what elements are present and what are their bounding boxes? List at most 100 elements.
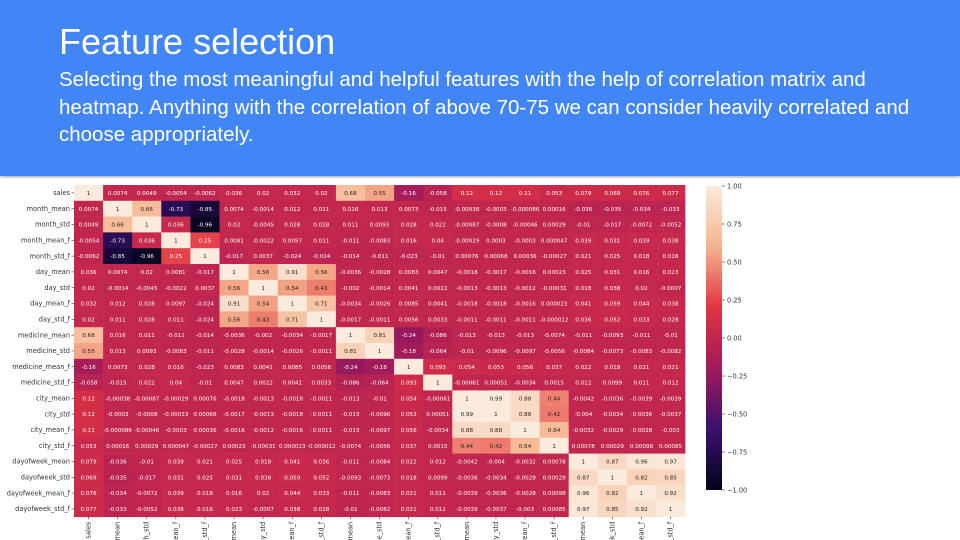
heatmap-cell (481, 279, 511, 296)
heatmap-cell (132, 232, 162, 249)
heatmap-cell-value: 0.054 (459, 365, 475, 371)
heatmap-cell (306, 327, 337, 344)
heatmap-cell-value: 0.0073 (108, 365, 128, 371)
heatmap-cell-value: 1 (116, 207, 120, 213)
heatmap-cell-value: -0.0054 (165, 191, 187, 197)
heatmap-cell (103, 216, 133, 233)
heatmap-cell (365, 453, 395, 470)
heatmap-cell-value: 0.0049 (137, 191, 157, 197)
heatmap-cell-value: 0.0074 (108, 191, 128, 197)
heatmap-cell-value: -0.0036 (485, 491, 507, 497)
heatmap-cell-value: 0.00076 (455, 254, 479, 260)
heatmap-cell (74, 185, 104, 202)
heatmap-cell (248, 248, 278, 265)
heatmap-cell-value: -0.00046 (134, 428, 160, 434)
heatmap-cell-value: 0.00068 (484, 254, 508, 260)
heatmap-cell (74, 311, 104, 328)
heatmap-cell-value: 0.0041 (428, 302, 448, 308)
heatmap-cell-value: -0.0096 (369, 412, 391, 418)
heatmap-cell-value: 0.011 (168, 317, 184, 323)
heatmap-cell-value: 0.68 (344, 191, 357, 197)
heatmap-cell-value: -0.0039 (456, 491, 478, 497)
heatmap-cell (161, 232, 191, 249)
heatmap-cell (103, 374, 133, 391)
heatmap-cell (656, 422, 686, 439)
heatmap-cell (597, 311, 628, 328)
heatmap-cell (161, 406, 191, 423)
row-label: medicine_std_f (21, 379, 71, 387)
heatmap-cell-value: -0.00033 (163, 412, 189, 418)
heatmap-cell (597, 422, 628, 439)
heatmap-cell-value: 0.97 (664, 460, 677, 466)
heatmap-cell-value: 0.0099 (603, 381, 623, 387)
heatmap-cell-value: 0.076 (633, 191, 649, 197)
heatmap-cell (568, 469, 599, 486)
heatmap-cell (365, 279, 395, 296)
heatmap-cell (277, 437, 308, 454)
heatmap-cell-value: 0.036 (168, 223, 184, 229)
heatmap-cell-value: -0.011 (341, 491, 359, 497)
heatmap-cell (568, 453, 599, 470)
heatmap-cell-value: 0.00036 (193, 428, 217, 434)
heatmap-cell (597, 232, 628, 249)
correlation-heatmap-figure: 1 0.0074 0.0049 -0.0054 -0.0062 0.036 0.02 0.03… (0, 178, 960, 540)
heatmap-cell (597, 185, 628, 202)
heatmap-cell (510, 485, 540, 502)
heatmap-cell (626, 185, 657, 202)
heatmap-cell-value: 0.022 (401, 460, 417, 466)
heatmap-cell (510, 453, 540, 470)
heatmap-cell-value: 0.013 (110, 349, 126, 355)
heatmap-cell (626, 343, 657, 360)
heatmap-cell (335, 437, 366, 454)
heatmap-cell-value: 0.56 (228, 317, 241, 323)
heatmap-cell (656, 469, 686, 486)
heatmap-cell (626, 264, 657, 281)
column-label: city_mean (463, 522, 471, 540)
column-label: medicine_mean_f (405, 521, 413, 540)
heatmap-cell-value: 0.42 (490, 444, 502, 450)
heatmap-cell (365, 248, 395, 265)
colorbar-tick-label: −1.00 (727, 486, 747, 494)
heatmap-cell-value: 0.02 (141, 270, 153, 276)
heatmap-cell-value: -0.011 (196, 349, 214, 355)
heatmap-cell-value: 1 (320, 317, 324, 323)
heatmap-cell (248, 232, 278, 249)
heatmap-cell (510, 469, 540, 486)
heatmap-cell (161, 358, 191, 375)
heatmap-cell (161, 453, 191, 470)
heatmap-cell (423, 279, 453, 296)
heatmap-cell (190, 358, 220, 375)
heatmap-cell-value: 0.91 (286, 270, 299, 276)
heatmap-cell (248, 279, 278, 296)
heatmap-cell-value: 0.052 (604, 317, 620, 323)
heatmap-cell-value: 0.018 (575, 286, 591, 292)
heatmap-cell (335, 279, 366, 296)
heatmap-cell-value: -0.0096 (485, 349, 507, 355)
heatmap-cell (306, 200, 337, 217)
heatmap-cell-value: 0.00098 (630, 444, 654, 450)
heatmap-cell (423, 485, 453, 502)
heatmap-cell (335, 453, 366, 470)
heatmap-cell (452, 295, 482, 312)
heatmap-cell-value: -0.013 (487, 333, 505, 339)
heatmap-cell (219, 295, 249, 312)
heatmap-cell (74, 390, 104, 407)
heatmap-cell-value: 0.033 (633, 317, 649, 323)
heatmap-cell-value: 0.04 (432, 238, 445, 244)
heatmap-cell (306, 264, 337, 281)
heatmap-cell-value: 0.038 (663, 302, 679, 308)
heatmap-cell (597, 469, 628, 486)
column-label: month_std (143, 522, 151, 540)
heatmap-cell-value: -0.0008 (136, 412, 158, 418)
heatmap-cell (335, 311, 366, 328)
heatmap-cell-value: -0.033 (662, 207, 680, 213)
heatmap-cell-value: -0.0062 (194, 191, 216, 197)
heatmap-cell-value: 0.44 (548, 396, 561, 402)
heatmap-cell (74, 358, 104, 375)
heatmap-cell-value: -0.036 (574, 207, 592, 213)
row-label: dayofweek_mean (12, 458, 70, 466)
heatmap-cell (190, 200, 220, 217)
heatmap-cell (277, 374, 308, 391)
heatmap-cell-value: 1 (290, 302, 294, 308)
heatmap-cell-value: -0.01 (431, 254, 446, 260)
